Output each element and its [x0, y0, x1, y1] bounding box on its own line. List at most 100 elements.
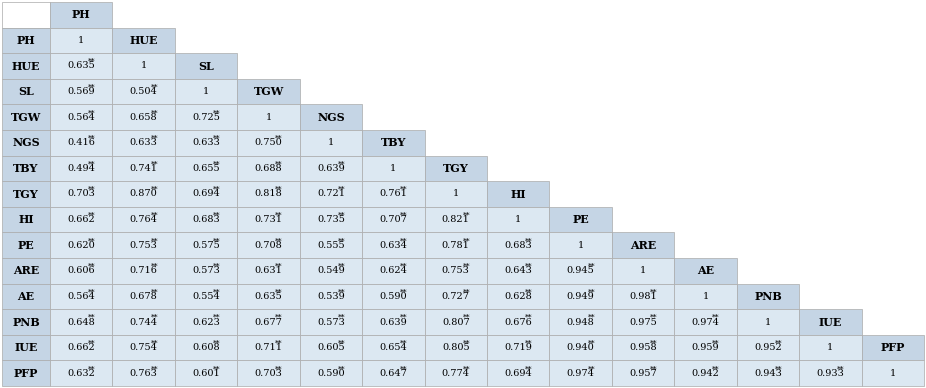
- Text: 0.805: 0.805: [442, 343, 469, 352]
- Bar: [612, 335, 674, 360]
- Bar: [861, 335, 924, 360]
- Bar: [50, 79, 112, 104]
- Bar: [50, 335, 112, 360]
- Text: 0.750: 0.750: [255, 138, 282, 147]
- Text: 0.952: 0.952: [754, 343, 782, 352]
- Text: **: **: [525, 288, 532, 296]
- Text: 0.647: 0.647: [380, 369, 407, 378]
- Text: **: **: [151, 314, 158, 322]
- Text: ARE: ARE: [630, 240, 657, 251]
- Text: 0.677: 0.677: [255, 317, 282, 326]
- Bar: [50, 181, 112, 207]
- Bar: [2, 104, 50, 130]
- Bar: [362, 232, 425, 258]
- Bar: [612, 284, 674, 309]
- Bar: [362, 309, 425, 335]
- Text: **: **: [837, 365, 845, 373]
- Text: AE: AE: [18, 291, 34, 302]
- Bar: [112, 309, 175, 335]
- Text: 0.974: 0.974: [567, 369, 594, 378]
- Text: **: **: [88, 135, 95, 143]
- Bar: [237, 309, 300, 335]
- Text: **: **: [275, 340, 283, 348]
- Text: 0.741: 0.741: [130, 164, 157, 173]
- Text: **: **: [88, 160, 95, 168]
- Text: **: **: [151, 186, 158, 194]
- Bar: [487, 335, 549, 360]
- Bar: [487, 207, 549, 232]
- Bar: [2, 156, 50, 181]
- Text: 1: 1: [266, 113, 271, 122]
- Text: 0.573: 0.573: [192, 266, 220, 275]
- Text: 1: 1: [390, 164, 396, 173]
- Text: **: **: [88, 237, 95, 245]
- Text: 0.683: 0.683: [193, 215, 220, 224]
- Bar: [175, 284, 237, 309]
- Text: TGY: TGY: [443, 163, 469, 174]
- Text: 0.753: 0.753: [130, 241, 157, 250]
- Bar: [549, 360, 612, 386]
- Bar: [549, 284, 612, 309]
- Text: **: **: [588, 340, 595, 348]
- Text: **: **: [338, 160, 345, 168]
- Bar: [300, 232, 362, 258]
- Bar: [674, 284, 737, 309]
- Text: **: **: [400, 186, 407, 194]
- Text: **: **: [463, 211, 470, 220]
- Text: 0.608: 0.608: [193, 343, 219, 352]
- Text: **: **: [463, 288, 470, 296]
- Text: **: **: [775, 365, 782, 373]
- Bar: [237, 258, 300, 284]
- Text: TGY: TGY: [13, 189, 39, 199]
- Text: 0.933: 0.933: [817, 369, 845, 378]
- Text: 0.678: 0.678: [130, 292, 157, 301]
- Bar: [175, 207, 237, 232]
- Text: 0.624: 0.624: [380, 266, 407, 275]
- Text: PFP: PFP: [14, 368, 38, 379]
- Text: **: **: [463, 314, 470, 322]
- Text: **: **: [213, 288, 220, 296]
- Bar: [549, 309, 612, 335]
- Text: 0.606: 0.606: [68, 266, 95, 275]
- Bar: [362, 130, 425, 156]
- Text: 0.764: 0.764: [130, 215, 157, 224]
- Text: 0.744: 0.744: [130, 317, 157, 326]
- Bar: [300, 258, 362, 284]
- Bar: [362, 207, 425, 232]
- Text: 0.662: 0.662: [68, 343, 95, 352]
- Text: 1: 1: [515, 215, 521, 224]
- Bar: [799, 335, 861, 360]
- Text: 0.721: 0.721: [317, 189, 344, 199]
- Text: NGS: NGS: [12, 137, 40, 148]
- Bar: [425, 335, 487, 360]
- Bar: [175, 156, 237, 181]
- Bar: [237, 284, 300, 309]
- Text: **: **: [338, 365, 345, 373]
- Text: **: **: [525, 314, 532, 322]
- Bar: [2, 207, 50, 232]
- Text: **: **: [400, 365, 407, 373]
- Text: 0.634: 0.634: [380, 241, 407, 250]
- Text: **: **: [338, 186, 345, 194]
- Bar: [487, 284, 549, 309]
- Text: 0.623: 0.623: [192, 317, 220, 326]
- Text: 0.703: 0.703: [255, 369, 282, 378]
- Text: 0.620: 0.620: [68, 241, 95, 250]
- Text: **: **: [650, 288, 657, 296]
- Text: 0.658: 0.658: [130, 113, 157, 122]
- Text: 0.708: 0.708: [255, 241, 282, 250]
- Text: **: **: [213, 314, 220, 322]
- Text: 1: 1: [578, 241, 583, 250]
- Text: IUE: IUE: [819, 317, 842, 327]
- Text: 0.754: 0.754: [130, 343, 157, 352]
- Bar: [487, 309, 549, 335]
- Bar: [112, 53, 175, 79]
- Bar: [237, 207, 300, 232]
- Text: 0.633: 0.633: [130, 138, 157, 147]
- Text: 0.807: 0.807: [442, 317, 469, 326]
- Bar: [112, 232, 175, 258]
- Bar: [112, 104, 175, 130]
- Text: 0.504: 0.504: [130, 87, 157, 96]
- Text: 0.763: 0.763: [130, 369, 157, 378]
- Bar: [2, 360, 50, 386]
